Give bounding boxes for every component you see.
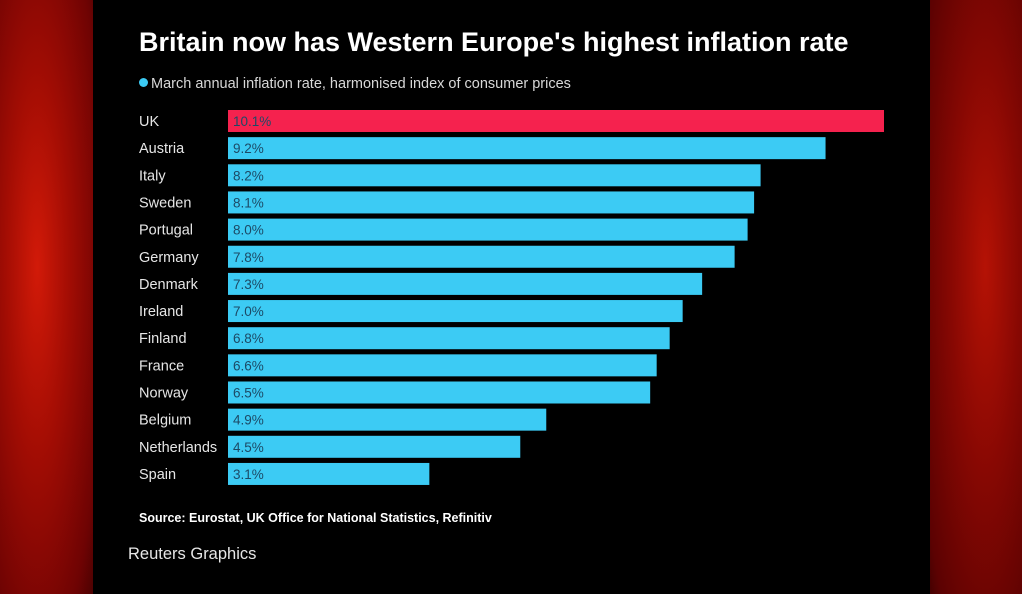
category-label: Spain: [139, 467, 176, 483]
value-label: 6.5%: [233, 386, 264, 401]
bar: [228, 327, 670, 350]
legend-dot-icon: [139, 78, 148, 87]
chart-source: Source: Eurostat, UK Office for National…: [139, 511, 492, 525]
chart-panel: Britain now has Western Europe's highest…: [93, 0, 930, 594]
bar: [228, 300, 683, 323]
category-label: Austria: [139, 141, 185, 157]
bar: [228, 272, 703, 295]
bar: [228, 408, 547, 431]
value-label: 7.8%: [233, 250, 264, 265]
category-label: Sweden: [139, 195, 191, 211]
chart-title: Britain now has Western Europe's highest…: [139, 27, 849, 57]
category-label: Germany: [139, 250, 199, 266]
bar: [228, 218, 748, 241]
bar: [228, 191, 755, 214]
category-label: Norway: [139, 386, 189, 402]
value-label: 6.6%: [233, 358, 264, 373]
value-label: 8.0%: [233, 223, 264, 238]
bar-chart: UK 10.1% Austria 9.2% Italy 8.2% Sweden 8.1% Por…: [139, 110, 884, 485]
category-label: Belgium: [139, 413, 191, 429]
background-right: [930, 0, 1022, 594]
category-label: Denmark: [139, 277, 199, 293]
bar: [228, 245, 735, 268]
bar: [228, 462, 430, 485]
category-label: UK: [139, 114, 159, 130]
bar: [228, 164, 761, 187]
chart-subtitle: March annual inflation rate, harmonised …: [151, 76, 571, 92]
value-label: 7.3%: [233, 277, 264, 292]
bar: [228, 354, 657, 377]
value-label: 6.8%: [233, 331, 264, 346]
category-label: Portugal: [139, 223, 193, 239]
category-label: France: [139, 358, 184, 374]
background-left: [0, 0, 93, 594]
category-label: Finland: [139, 331, 187, 347]
bar: [228, 110, 884, 132]
value-label: 8.1%: [233, 195, 264, 210]
bar: [228, 435, 521, 458]
category-label: Italy: [139, 168, 166, 184]
value-label: 10.1%: [233, 114, 271, 129]
category-label: Netherlands: [139, 440, 217, 456]
category-label: Ireland: [139, 304, 183, 320]
value-label: 4.9%: [233, 413, 264, 428]
value-label: 3.1%: [233, 467, 264, 482]
value-label: 7.0%: [233, 304, 264, 319]
value-label: 9.2%: [233, 141, 264, 156]
bar: [228, 137, 826, 160]
chart-legend: March annual inflation rate, harmonised …: [139, 76, 571, 92]
chart-credit: Reuters Graphics: [128, 545, 257, 563]
bar: [228, 381, 651, 404]
value-label: 8.2%: [233, 168, 264, 183]
value-label: 4.5%: [233, 440, 264, 455]
